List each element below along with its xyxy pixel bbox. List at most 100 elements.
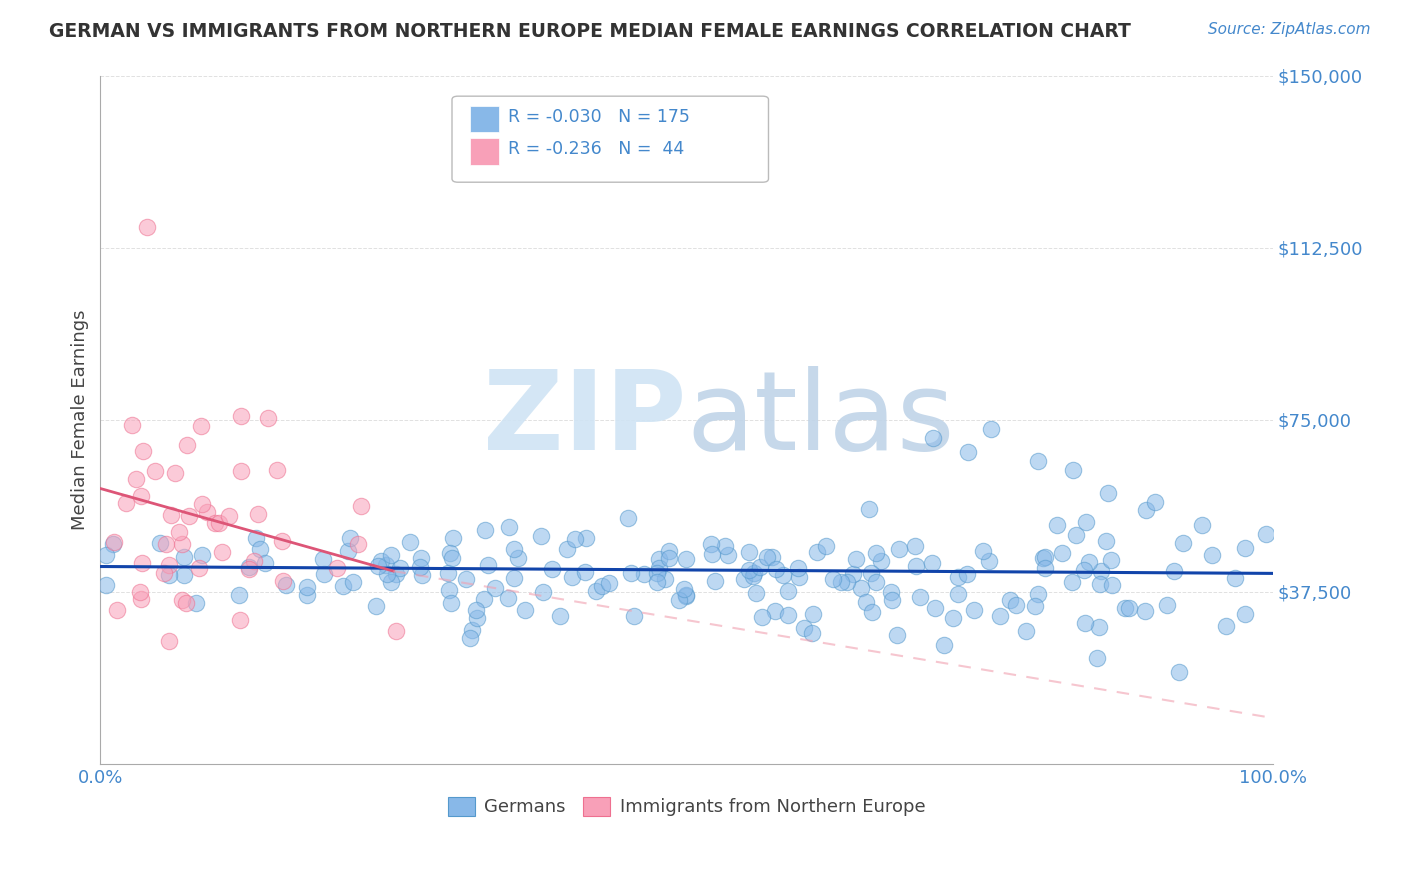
Point [699, 537, 721, 551]
Point [749, 559, 772, 574]
Point [173, 549, 195, 564]
Point [295, 580, 318, 594]
Point [228, 588, 250, 602]
Point [188, 561, 211, 575]
Point [336, 544, 359, 558]
Point [865, 546, 887, 560]
Point [733, 572, 755, 586]
Point [131, 556, 153, 570]
Point [439, 546, 461, 560]
Point [1088, 576, 1111, 591]
Point [956, 567, 979, 582]
Point [1046, 517, 1069, 532]
Point [254, 556, 277, 570]
Point [190, 419, 212, 434]
Point [174, 595, 197, 609]
Point [437, 566, 460, 580]
Point [191, 498, 214, 512]
Point [633, 566, 655, 581]
Point [1090, 564, 1112, 578]
Point [1233, 607, 1256, 621]
Point [157, 567, 180, 582]
Point [461, 623, 484, 637]
Point [1097, 486, 1119, 500]
Point [249, 542, 271, 557]
Point [620, 566, 643, 581]
Point [1191, 517, 1213, 532]
Point [498, 519, 520, 533]
Point [160, 508, 183, 522]
Point [129, 489, 152, 503]
Point [855, 595, 877, 609]
Point [152, 566, 174, 580]
Point [136, 219, 159, 234]
Point [411, 567, 433, 582]
Point [96, 578, 118, 592]
Point [801, 607, 824, 621]
Point [814, 539, 837, 553]
Point [195, 505, 218, 519]
Bar [470, 106, 499, 132]
Point [190, 548, 212, 562]
Point [496, 591, 519, 605]
Point [380, 548, 402, 562]
Point [1062, 463, 1084, 477]
Point [673, 582, 696, 596]
Point [737, 545, 759, 559]
Point [1099, 553, 1122, 567]
Point [972, 543, 994, 558]
Text: GERMAN VS IMMIGRANTS FROM NORTHERN EUROPE MEDIAN FEMALE EARNINGS CORRELATION CHA: GERMAN VS IMMIGRANTS FROM NORTHERN EUROP… [49, 22, 1130, 41]
Point [1033, 561, 1056, 575]
Point [1156, 598, 1178, 612]
Point [942, 611, 965, 625]
Point [745, 586, 768, 600]
Point [555, 542, 578, 557]
Point [1223, 571, 1246, 585]
Point [934, 638, 956, 652]
Point [980, 422, 1002, 436]
Point [561, 570, 583, 584]
Point [456, 573, 478, 587]
Point [1026, 587, 1049, 601]
Point [238, 562, 260, 576]
Text: Source: ZipAtlas.com: Source: ZipAtlas.com [1208, 22, 1371, 37]
Point [823, 572, 845, 586]
Point [131, 592, 153, 607]
Point [208, 516, 231, 530]
Point [411, 551, 433, 566]
Point [1114, 601, 1136, 615]
Point [921, 431, 943, 445]
Point [177, 508, 200, 523]
Point [103, 535, 125, 549]
Point [231, 464, 253, 478]
Point [1144, 495, 1167, 509]
Point [437, 583, 460, 598]
Text: atlas: atlas [686, 367, 955, 473]
Point [441, 531, 464, 545]
Point [1050, 546, 1073, 560]
Point [149, 536, 172, 550]
Point [312, 552, 335, 566]
Point [143, 464, 166, 478]
Point [440, 596, 463, 610]
Point [245, 531, 267, 545]
Point [851, 581, 873, 595]
Point [176, 438, 198, 452]
Point [585, 584, 607, 599]
Point [1163, 565, 1185, 579]
Point [541, 562, 564, 576]
Legend: Germans, Immigrants from Northern Europe: Germans, Immigrants from Northern Europe [440, 789, 932, 823]
Point [830, 575, 852, 590]
Point [257, 411, 280, 425]
Point [347, 536, 370, 550]
Point [506, 551, 529, 566]
Point [778, 583, 800, 598]
Point [1088, 620, 1111, 634]
Point [271, 533, 294, 548]
Point [574, 565, 596, 579]
Text: R = -0.236   N =  44: R = -0.236 N = 44 [508, 140, 685, 158]
Point [761, 550, 783, 565]
Point [988, 609, 1011, 624]
Point [350, 499, 373, 513]
Point [370, 554, 392, 568]
